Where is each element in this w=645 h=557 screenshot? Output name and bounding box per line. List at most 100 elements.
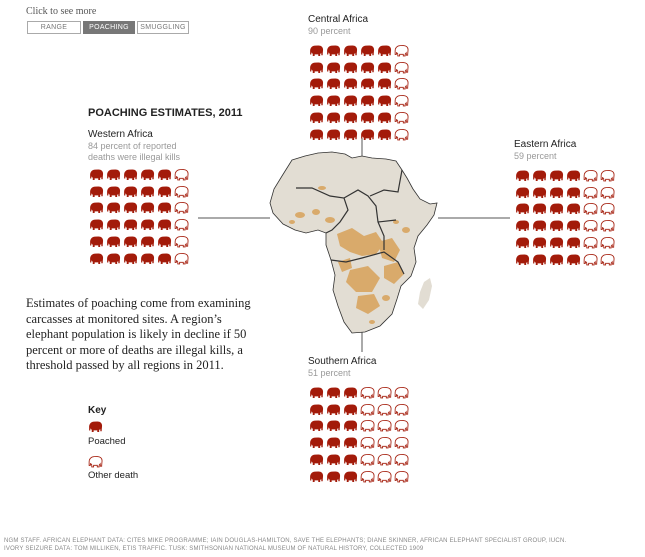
elephant-poached-icon [88, 250, 105, 267]
elephant-other-icon [359, 434, 376, 451]
elephant-other-icon [393, 126, 410, 143]
elephant-other-icon [376, 434, 393, 451]
elephant-other-icon [376, 468, 393, 485]
elephant-poached-icon [156, 233, 173, 250]
elephant-poached-icon [548, 184, 565, 201]
elephant-other-icon [359, 384, 376, 401]
icon-grid-central [308, 42, 410, 143]
elephant-poached-icon [325, 418, 342, 435]
tab-bar: RANGE POACHING SMUGGLING [27, 21, 189, 34]
elephant-poached-icon [342, 42, 359, 59]
tab-range[interactable]: RANGE [27, 21, 81, 34]
description-text: Estimates of poaching come from examinin… [26, 296, 251, 372]
elephant-poached-icon [139, 183, 156, 200]
elephant-poached-icon [325, 109, 342, 126]
elephant-other-icon [582, 201, 599, 218]
elephant-poached-icon [325, 401, 342, 418]
elephant-poached-icon [342, 451, 359, 468]
elephant-poached-icon [308, 76, 325, 93]
elephant-poached-icon [565, 201, 582, 218]
elephant-poached-icon [376, 109, 393, 126]
elephant-poached-icon [105, 233, 122, 250]
elephant-other-icon [599, 184, 616, 201]
elephant-poached-icon [308, 109, 325, 126]
elephant-poached-icon [122, 200, 139, 217]
icon-grid-southern [308, 384, 410, 485]
elephant-other-icon [599, 234, 616, 251]
region-borders [269, 151, 438, 334]
region-western-note-2: deaths were illegal kills [88, 152, 181, 162]
elephant-poached-icon [308, 59, 325, 76]
elephant-poached-icon [565, 217, 582, 234]
elephant-poached-icon [122, 183, 139, 200]
region-western-note-1: 84 percent of reported [88, 141, 177, 151]
madagascar [418, 278, 432, 309]
elephant-poached-icon [122, 166, 139, 183]
elephant-other-icon [393, 42, 410, 59]
elephant-other-icon [359, 401, 376, 418]
credits-line-1: NGM STAFF. AFRICAN ELEPHANT DATA: CITES … [4, 538, 567, 544]
elephant-other-icon [582, 234, 599, 251]
elephant-poached-icon [359, 109, 376, 126]
elephant-poached-icon [88, 183, 105, 200]
elephant-other-icon [393, 59, 410, 76]
elephant-poached-icon [105, 166, 122, 183]
elephant-poached-icon [139, 216, 156, 233]
elephant-poached-icon [359, 126, 376, 143]
elephant-poached-icon [342, 401, 359, 418]
elephant-poached-icon [359, 76, 376, 93]
elephant-other-icon [393, 418, 410, 435]
elephant-poached-icon [308, 401, 325, 418]
elephant-poached-icon [122, 233, 139, 250]
elephant-poached-icon [156, 200, 173, 217]
key-other-icon [88, 455, 103, 468]
icon-grid-western [88, 166, 190, 267]
elephant-poached-icon [139, 250, 156, 267]
tab-smuggling[interactable]: SMUGGLING [137, 21, 189, 34]
elephant-poached-icon [105, 250, 122, 267]
hint-text: Click to see more [26, 6, 97, 17]
elephant-poached-icon [308, 418, 325, 435]
elephant-poached-icon [342, 418, 359, 435]
elephant-poached-icon [156, 216, 173, 233]
elephant-other-icon [173, 166, 190, 183]
elephant-poached-icon [514, 234, 531, 251]
elephant-other-icon [582, 184, 599, 201]
elephant-poached-icon [308, 434, 325, 451]
elephant-other-icon [599, 167, 616, 184]
elephant-poached-icon [514, 251, 531, 268]
elephant-poached-icon [122, 250, 139, 267]
elephant-poached-icon [156, 166, 173, 183]
key-poached-label: Poached [88, 436, 126, 447]
region-central-name: Central Africa [308, 14, 369, 25]
elephant-poached-icon [308, 384, 325, 401]
elephant-other-icon [393, 468, 410, 485]
elephant-poached-icon [308, 92, 325, 109]
elephant-poached-icon [342, 434, 359, 451]
elephant-poached-icon [342, 59, 359, 76]
region-southern-name: Southern Africa [308, 356, 377, 367]
elephant-other-icon [173, 250, 190, 267]
region-eastern-note: 59 percent [514, 151, 557, 161]
tab-poaching[interactable]: POACHING [83, 21, 135, 34]
chart-heading: POACHING ESTIMATES, 2011 [88, 107, 243, 119]
region-central-note: 90 percent [308, 26, 351, 36]
elephant-other-icon [173, 216, 190, 233]
elephant-other-icon [393, 434, 410, 451]
elephant-poached-icon [376, 126, 393, 143]
elephant-poached-icon [308, 126, 325, 143]
credits: NGM STAFF. AFRICAN ELEPHANT DATA: CITES … [4, 537, 566, 553]
elephant-poached-icon [88, 216, 105, 233]
elephant-poached-icon [548, 167, 565, 184]
elephant-poached-icon [105, 183, 122, 200]
elephant-poached-icon [105, 200, 122, 217]
elephant-poached-icon [325, 42, 342, 59]
elephant-poached-icon [548, 201, 565, 218]
key-other-label: Other death [88, 470, 139, 481]
elephant-poached-icon [548, 251, 565, 268]
elephant-other-icon [173, 200, 190, 217]
elephant-poached-icon [342, 92, 359, 109]
region-eastern: Eastern Africa 59 percent [514, 139, 616, 268]
elephant-poached-icon [325, 468, 342, 485]
elephant-poached-icon [548, 234, 565, 251]
